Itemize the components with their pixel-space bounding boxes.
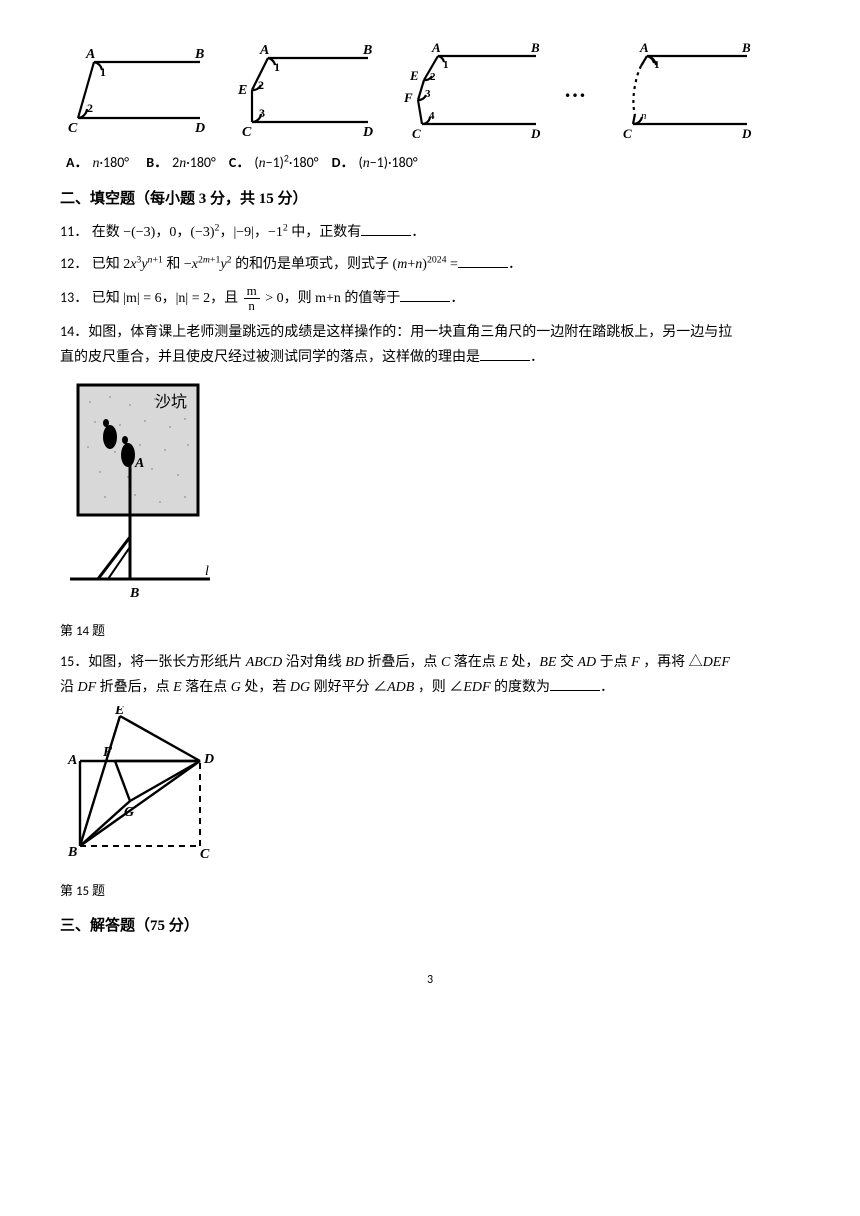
svg-text:l: l	[205, 564, 209, 579]
svg-text:A: A	[85, 47, 95, 62]
svg-text:E: E	[114, 706, 124, 718]
svg-text:沙坑: 沙坑	[155, 393, 187, 411]
svg-text:A: A	[639, 40, 649, 55]
question-10-figures: A B C D 1 2 A B E C D 1 2 3	[60, 40, 800, 140]
svg-text:A: A	[431, 40, 441, 55]
q15-caption: 第 15 题	[60, 880, 800, 903]
ellipsis: …	[564, 70, 589, 110]
page-number: 3	[60, 970, 800, 992]
svg-text:2: 2	[430, 71, 436, 83]
svg-text:n: n	[641, 110, 647, 122]
svg-text:A: A	[259, 43, 269, 58]
fig2: A B E C D 1 2 3	[228, 40, 378, 140]
svg-text:2: 2	[87, 101, 93, 115]
svg-text:2: 2	[258, 78, 264, 92]
svg-text:G: G	[124, 805, 134, 820]
svg-text:C: C	[412, 126, 421, 140]
question-15: 15．如图，将一张长方形纸片 ABCD 沿对角线 BD 折叠后，点 C 落在点 …	[60, 649, 800, 700]
svg-text:A: A	[134, 456, 144, 471]
svg-text:1: 1	[443, 59, 449, 71]
svg-text:E: E	[409, 68, 419, 83]
svg-text:F: F	[102, 745, 113, 760]
svg-text:D: D	[194, 121, 205, 136]
svg-text:B: B	[129, 586, 139, 601]
svg-text:1: 1	[274, 60, 280, 74]
svg-text:B: B	[741, 40, 751, 55]
q14-caption: 第 14 题	[60, 620, 800, 643]
svg-text:4: 4	[429, 110, 435, 122]
svg-text:D: D	[530, 126, 541, 140]
fig1: A B C D 1 2	[60, 40, 210, 140]
svg-text:B: B	[67, 845, 77, 860]
svg-text:D: D	[741, 126, 752, 140]
q10-options: A．n·180° B．2n·180° C．(n−1)2·180° D．(n−1)…	[60, 150, 800, 176]
svg-text:3: 3	[425, 88, 431, 100]
svg-text:A: A	[67, 753, 77, 768]
svg-text:B: B	[362, 43, 372, 58]
svg-text:3: 3	[259, 106, 265, 120]
svg-text:E: E	[237, 83, 247, 98]
svg-text:D: D	[203, 752, 214, 767]
question-14: 14．如图，体育课上老师测量跳远的成绩是这样操作的：用一块直角三角尺的一边附在踏…	[60, 319, 800, 370]
svg-text:1: 1	[100, 65, 106, 79]
svg-text:B: B	[194, 47, 204, 62]
question-13: 13． 已知 |m| = 6，|n| = 2，且 mn > 0，则 m+n 的值…	[60, 284, 800, 314]
q14-figure: 沙坑 A B l	[60, 377, 220, 607]
question-12: 12． 已知 2x3yn+1 和 −x2m+1y2 的和仍是单项式，则式子 (m…	[60, 251, 800, 277]
section-3-heading: 三、解答题（75 分）	[60, 913, 800, 940]
svg-text:C: C	[242, 125, 252, 140]
svg-text:C: C	[200, 847, 210, 862]
section-2-heading: 二、填空题（每小题 3 分，共 15 分）	[60, 186, 800, 213]
q15-figure: A B C D E F G	[60, 706, 240, 866]
svg-text:1: 1	[654, 59, 660, 71]
svg-text:C: C	[68, 121, 78, 136]
svg-text:B: B	[530, 40, 540, 55]
question-11: 11． 在数 −(−3)，0，(−3)2，|−9|，−12 中，正数有．	[60, 219, 800, 245]
fig3: A B E F C D 1 2 3 4	[396, 40, 546, 140]
svg-text:C: C	[623, 126, 632, 140]
fign: A B C D 1 n	[607, 40, 757, 140]
svg-text:F: F	[403, 90, 413, 105]
svg-text:D: D	[362, 125, 373, 140]
